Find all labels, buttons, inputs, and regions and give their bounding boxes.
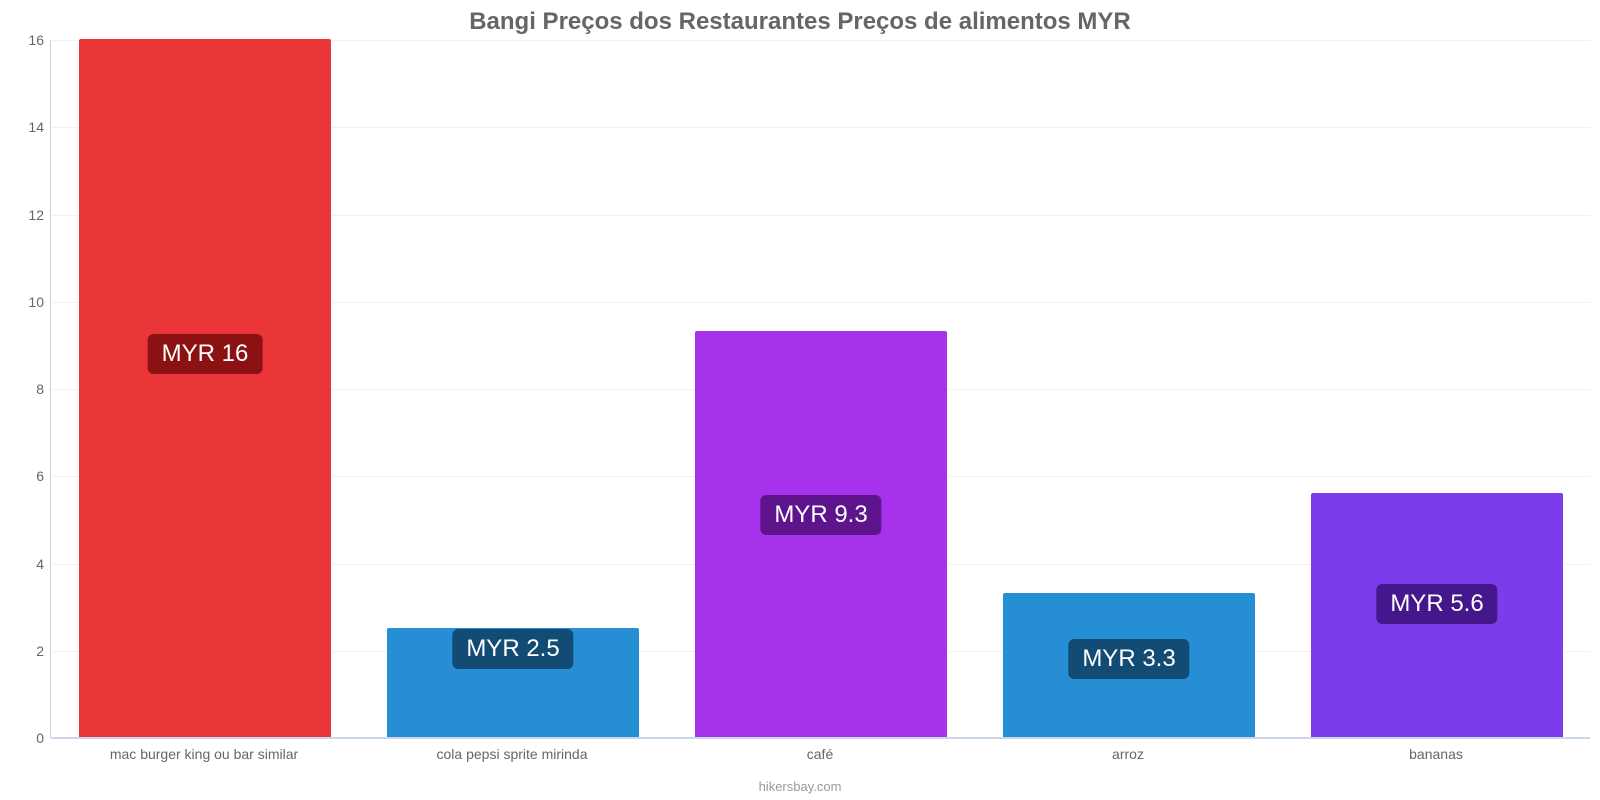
y-tick-label: 14: [4, 119, 44, 135]
value-badge: MYR 2.5: [452, 629, 573, 669]
x-axis-label: bananas: [1409, 746, 1463, 762]
y-tick-label: 12: [4, 207, 44, 223]
y-tick-label: 8: [4, 381, 44, 397]
y-tick-label: 4: [4, 556, 44, 572]
chart-title: Bangi Preços dos Restaurantes Preços de …: [0, 8, 1600, 36]
x-axis-label: mac burger king ou bar similar: [110, 746, 298, 762]
plot-area: MYR 16 MYR 2.5 MYR 9.3 MYR 3.3 MYR 5.6: [50, 40, 1590, 738]
credits-text: hikersbay.com: [0, 779, 1600, 794]
y-tick-label: 16: [4, 32, 44, 48]
y-tick-label: 2: [4, 643, 44, 659]
value-badge: MYR 16: [148, 334, 263, 374]
x-axis-label: cola pepsi sprite mirinda: [437, 746, 588, 762]
chart-container: Bangi Preços dos Restaurantes Preços de …: [0, 0, 1600, 800]
value-badge: MYR 3.3: [1068, 639, 1189, 679]
value-badge: MYR 5.6: [1376, 584, 1497, 624]
y-tick-label: 0: [4, 730, 44, 746]
x-axis-label: café: [807, 746, 833, 762]
grid-line: [51, 738, 1590, 739]
x-axis-label: arroz: [1112, 746, 1144, 762]
y-tick-label: 6: [4, 468, 44, 484]
y-tick-label: 10: [4, 294, 44, 310]
value-badge: MYR 9.3: [760, 495, 881, 535]
bar: [79, 39, 332, 737]
